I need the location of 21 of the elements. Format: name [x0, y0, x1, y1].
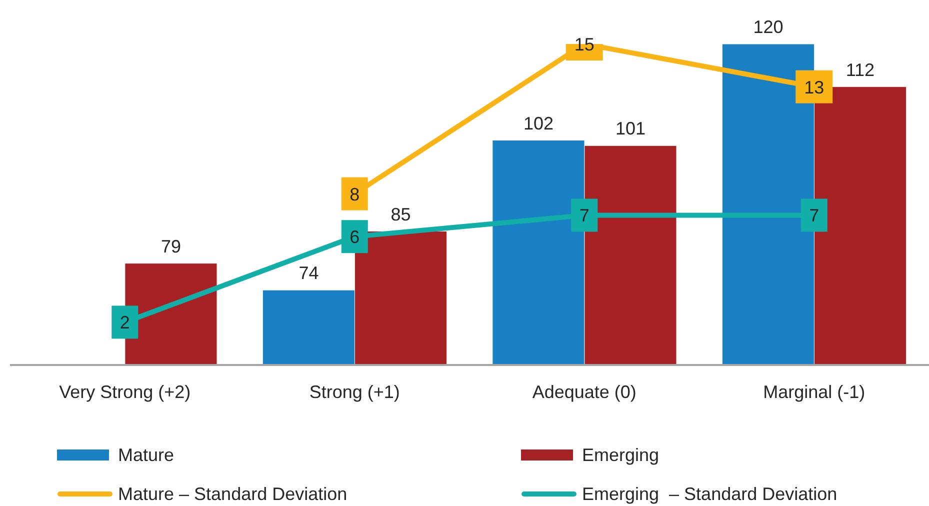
data-label: 102: [523, 113, 554, 134]
legend-label: Mature – Standard Deviation: [118, 484, 348, 504]
x-tick-label: Marginal (-1): [763, 382, 866, 402]
data-label: 2: [120, 312, 130, 333]
data-label: 6: [350, 227, 360, 248]
legend-label: Mature: [118, 444, 174, 466]
data-label: 101: [615, 118, 646, 139]
data-label: 74: [298, 263, 319, 284]
x-tick-label: Strong (+1): [309, 382, 400, 402]
x-tick-label: Very Strong (+2): [59, 382, 191, 402]
data-label: 7: [579, 206, 590, 226]
data-label: 120: [753, 17, 784, 37]
data-label: 7: [809, 206, 820, 226]
legend-label: Emerging – Standard Deviation: [582, 484, 838, 504]
data-label: 79: [160, 236, 181, 256]
legend-label: Emerging: [582, 444, 660, 466]
x-tick-label: Adequate (0): [532, 382, 636, 402]
data-label: 8: [350, 184, 360, 204]
data-label: 112: [846, 60, 875, 80]
data-label: 13: [804, 77, 824, 98]
data-label: 85: [390, 204, 411, 224]
